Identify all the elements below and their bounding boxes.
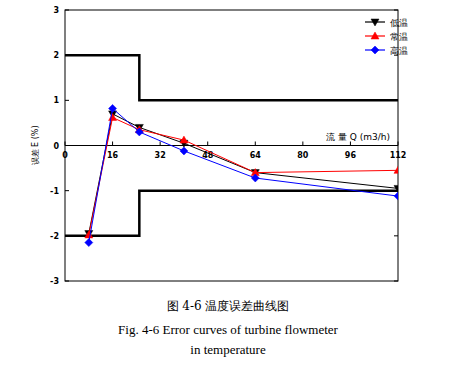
- series-marker: [85, 231, 93, 238]
- x-axis-label: 流 量 Q (m3/h): [326, 132, 390, 142]
- y-tick-label: 3: [53, 6, 59, 15]
- y-tick-right: [394, 235, 398, 236]
- plot-area: [65, 55, 398, 246]
- series-line: [89, 108, 398, 242]
- x-tick: [255, 142, 256, 146]
- x-tick: [160, 142, 161, 146]
- x-tick: [65, 142, 66, 146]
- chart: -3-2-101230163248648096112流 量 Q (m3/h)误差…: [0, 0, 456, 370]
- series-marker: [251, 174, 259, 182]
- y-tick-label: -2: [50, 232, 59, 241]
- caption-title: 图 4-6 温度误差曲线图: [167, 299, 290, 313]
- legend-marker: [371, 32, 379, 39]
- x-tick: [398, 142, 399, 146]
- series-marker: [180, 147, 188, 155]
- series-marker: [394, 185, 398, 192]
- x-tick-label: 80: [297, 151, 309, 160]
- x-tick: [207, 142, 208, 146]
- legend-label: 常温: [390, 32, 408, 42]
- legend-label: 低温: [390, 18, 408, 28]
- x-axis-line: [65, 145, 398, 146]
- x-tick-label: 112: [390, 151, 407, 160]
- x-tick-label: 64: [250, 151, 262, 160]
- series-marker: [394, 192, 398, 200]
- series-marker: [85, 239, 93, 247]
- series-marker: [85, 231, 93, 238]
- y-tick: [65, 190, 69, 191]
- series-line: [89, 117, 398, 234]
- series-marker: [180, 136, 188, 143]
- x-tick: [112, 142, 113, 146]
- series-marker: [394, 166, 398, 173]
- series-marker: [109, 113, 117, 120]
- legend-marker: [371, 46, 379, 54]
- y-tick-label: 0: [53, 142, 59, 151]
- series-marker: [109, 104, 117, 112]
- series-marker: [135, 128, 143, 136]
- y-tick: [65, 10, 69, 11]
- plot-frame: [65, 10, 398, 281]
- x-tick-label: 32: [155, 151, 166, 160]
- legend-marker: [371, 19, 379, 26]
- y-tick-label: -1: [50, 187, 59, 196]
- y-tick-label: -3: [50, 277, 59, 286]
- y-tick: [65, 281, 69, 282]
- x-tick-label: 0: [62, 151, 68, 160]
- y-tick-right: [394, 281, 398, 282]
- x-tick: [350, 142, 351, 146]
- y-tick-label: 1: [53, 96, 59, 105]
- y-tick-right: [394, 10, 398, 11]
- y-tick: [65, 100, 69, 101]
- x-tick-label: 96: [345, 151, 357, 160]
- y-tick-label: 2: [53, 51, 59, 60]
- caption-line: Fig. 4-6 Error curves of turbine flowmet…: [118, 322, 339, 337]
- caption-line: in temperature: [190, 342, 266, 357]
- y-axis-label: 误差 E (%): [31, 126, 40, 166]
- legend-label: 高温: [390, 46, 408, 56]
- limit-line: [65, 55, 398, 100]
- x-tick-label: 16: [107, 151, 119, 160]
- limit-line: [65, 191, 398, 236]
- x-tick: [302, 142, 303, 146]
